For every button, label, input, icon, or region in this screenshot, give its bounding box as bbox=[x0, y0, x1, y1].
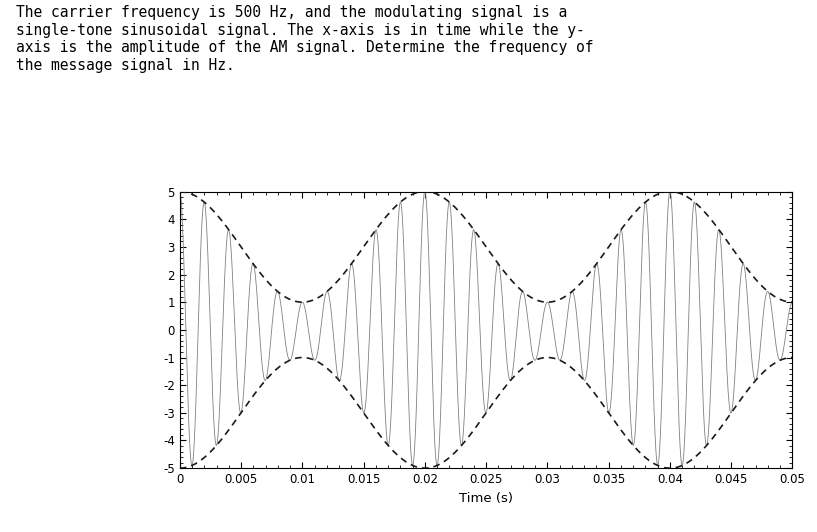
X-axis label: Time (s): Time (s) bbox=[459, 492, 513, 504]
Text: The carrier frequency is 500 Hz, and the modulating signal is a
single-tone sinu: The carrier frequency is 500 Hz, and the… bbox=[16, 5, 594, 72]
